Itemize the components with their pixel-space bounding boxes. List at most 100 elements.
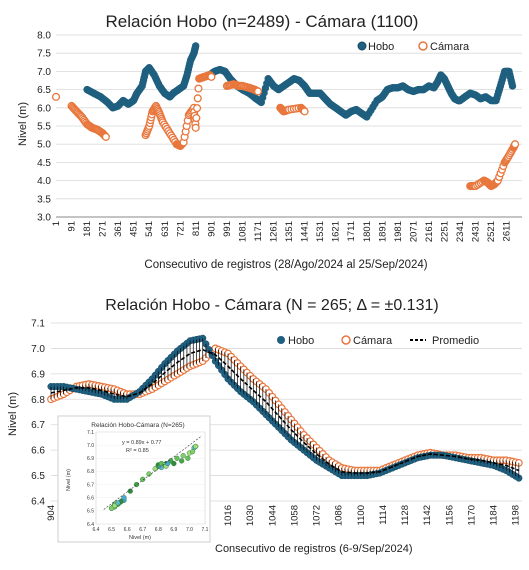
inset-title: Relación Hobo-Cámara (N=265) [91, 422, 184, 429]
camara-point [194, 84, 203, 93]
chart2-x-tick-labels: 904 1016 1030 1044 1058 1072 1086 1100 1114 1128 1… [46, 505, 522, 526]
inset-frame [57, 415, 211, 543]
camara-point [253, 87, 263, 96]
inset-points [103, 435, 203, 511]
legend2-camara-label: Cámara [353, 335, 393, 347]
chart2-x-tick: 1030 [245, 505, 256, 526]
chart2-x-tick: 1016 [223, 505, 234, 526]
chart1-x-tick: 2071 [408, 221, 419, 242]
inset-r2: R² = 0.85 [126, 448, 149, 454]
inset-y-tick: 6.8 [87, 469, 94, 475]
chart1-legend: Hobo Cámara [357, 41, 470, 53]
inset-point [193, 443, 199, 450]
inset-x-tick: 7.0 [186, 527, 193, 533]
chart1-gridlines [56, 34, 522, 218]
inset-x-tick: 6.8 [155, 527, 162, 533]
legend-hobo-marker [357, 41, 367, 51]
chart1-y-tick: 4.5 [37, 158, 51, 169]
chart1-x-tick: 811 [191, 221, 202, 236]
camara-point [193, 104, 202, 113]
chart1-x-tick: 1981 [393, 221, 404, 242]
chart1-y-tick: 6.0 [37, 103, 51, 114]
chart-hobo-camara-zoom: Relación Hobo - Cámara (N = 265; Δ = ±0.… [7, 297, 523, 555]
chart1-x-tick: 901 [206, 221, 217, 237]
inset-point [121, 495, 127, 501]
chart2-x-tick: 1142 [422, 505, 433, 525]
chart1-x-tick: 361 [113, 221, 124, 237]
chart1-series [51, 42, 520, 191]
inset-equation: y = 0.89x + 0.77 [122, 440, 161, 446]
chart2-x-axis-label: Consecutivo de registros (6-9/Sep/2024) [215, 543, 413, 555]
legend-hobo-label: Hobo [368, 41, 394, 53]
inset-point [158, 464, 165, 471]
chart2-x-tick: 904 [46, 505, 57, 521]
chart2-y-tick: 7.0 [31, 344, 45, 355]
chart1-x-tick: 2341 [455, 221, 466, 242]
chart1-x-tick: 1531 [315, 221, 326, 242]
inset-y-tick: 6.7 [87, 482, 94, 488]
chart1-y-tick: 3.5 [37, 194, 51, 205]
inset-y-tick: 6.9 [87, 456, 94, 462]
chart1-x-tick: 1081 [237, 221, 248, 242]
inset-y-label: Nivel (m) [66, 469, 72, 491]
chart1-x-tick: 2611 [502, 221, 513, 241]
chart1-x-tick: 91 [67, 221, 78, 232]
chart2-x-tick: 1086 [334, 505, 345, 526]
chart1-y-tick: 4.0 [37, 176, 51, 187]
chart1-y-tick: 7.5 [37, 49, 51, 60]
inset-point [140, 476, 146, 482]
inset-point [146, 471, 152, 477]
chart1-title: Relación Hobo (n=2489) - Cámara (1100) [106, 12, 419, 31]
legend2-hobo-marker [277, 336, 285, 344]
chart2-x-tick: 1198 [511, 505, 522, 525]
chart1-x-tick: 2521 [486, 221, 497, 242]
inset-tick-labels: 6.4 6.5 6.6 6.7 6.8 6.9 7.0 7.1 6.4 6.5 6.6 6.7 6.8 6… [87, 430, 209, 533]
chart2-series [47, 334, 523, 482]
chart1-y-axis-label: Nivel (m) [17, 102, 29, 146]
camara-point [511, 140, 520, 149]
inset-x-tick: 6.7 [139, 527, 146, 533]
inset-point [180, 453, 186, 459]
chart2-y-tick: 6.8 [31, 395, 45, 406]
inset-point [115, 500, 121, 506]
inset-chart: Relación Hobo-Cámara (N=265) 6.46.56.66.… [57, 415, 211, 543]
chart1-x-tick: 1351 [284, 221, 295, 242]
inset-point [165, 460, 171, 467]
legend2-hobo-label: Hobo [288, 335, 314, 347]
chart1-x-tick: 2251 [439, 221, 450, 242]
inset-y-tick: 6.4 [87, 522, 94, 528]
chart1-x-tick: 1441 [300, 221, 311, 242]
promedio-line [50, 348, 520, 474]
inset-point [185, 455, 191, 461]
chart2-y-tick: 6.6 [31, 446, 45, 457]
chart1-x-tick: 271 [98, 221, 109, 237]
chart2-x-tick: 1184 [489, 505, 500, 525]
camara-point [207, 72, 216, 81]
chart1-x-tick: 181 [82, 221, 93, 237]
legend-camara-label: Cámara [430, 41, 470, 53]
chart2-x-tick: 1072 [312, 505, 323, 526]
chart1-x-tick: 1621 [331, 221, 342, 242]
chart1-x-tick: 1711 [346, 221, 357, 241]
chart1-x-tick: 631 [160, 221, 171, 237]
inset-x-tick: 6.5 [108, 527, 115, 533]
camara-point [300, 107, 309, 116]
chart-hobo-camara-full: Relación Hobo (n=2489) - Cámara (1100) 3… [17, 12, 522, 271]
chart2-y-tick-labels: 6.4 6.5 6.6 6.7 6.8 6.9 7.0 7.1 [31, 319, 45, 508]
chart1-x-tick: 451 [129, 221, 140, 237]
chart1-x-tick-labels: 1 91 181 271 361 451 541 631 721 811 901 991 1081 117… [51, 221, 513, 242]
hobo-point [191, 42, 200, 50]
chart2-x-tick: 1100 [356, 505, 367, 525]
inset-x-label: Nivel (m) [129, 535, 151, 541]
chart1-x-tick: 991 [222, 221, 233, 237]
chart1-x-tick: 1171 [253, 221, 264, 241]
chart2-y-tick: 6.9 [31, 369, 45, 380]
chart1-y-tick: 7.0 [37, 67, 51, 78]
camara-point [191, 123, 200, 132]
chart2-x-tick: 1156 [444, 505, 455, 525]
chart2-x-tick: 1170 [466, 505, 477, 525]
chart1-y-tick: 5.0 [37, 140, 51, 151]
camara-point [51, 92, 61, 101]
chart2-title: Relación Hobo - Cámara (N = 265; Δ = ±0.… [105, 297, 438, 314]
inset-trendline [103, 435, 203, 510]
